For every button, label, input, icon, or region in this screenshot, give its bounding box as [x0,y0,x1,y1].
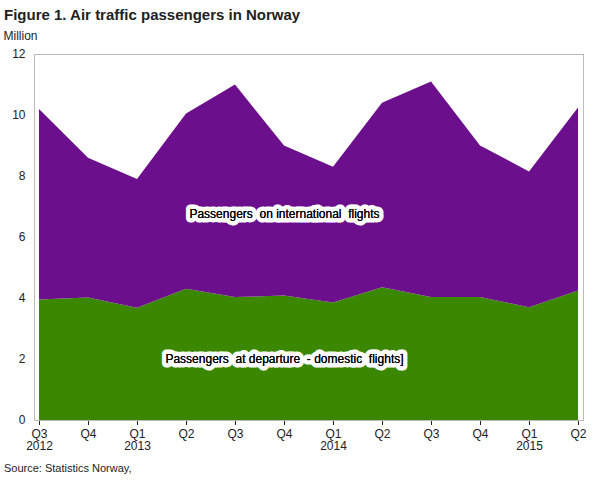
svg-text:Q12015: Q12015 [516,427,543,453]
svg-text:Q32012: Q32012 [26,427,53,453]
html-text:Source: Statistics Norway,: Source: Statistics Norway, [4,462,132,474]
svg-text:Passengers at departure - do: Passengers at departure - domestic fligh… [165,352,403,366]
svg-text:8: 8 [19,169,26,183]
svg-text:Q2: Q2 [570,427,586,441]
svg-text:Passengers at departure - do: Passengers at departure - domestic fligh… [165,352,403,366]
svg-text:Q4: Q4 [276,427,292,441]
svg-text:6: 6 [19,230,26,244]
svg-text:10: 10 [12,108,26,122]
svg-text:Q4: Q4 [80,427,96,441]
svg-text:0: 0 [19,413,26,427]
svg-text:Million: Million [4,29,38,43]
svg-text:Q12013: Q12013 [124,427,151,453]
svg-text:Q2: Q2 [178,427,194,441]
svg-text:4: 4 [19,291,26,305]
svg-text:Q12014: Q12014 [320,427,347,453]
svg-text:12: 12 [12,47,26,61]
svg-text:2: 2 [19,352,26,366]
svg-text:Passengers on international: Passengers on international flights [189,207,379,221]
svg-text:Q3: Q3 [423,427,439,441]
html-text:Figure 1. Air traffic passenge: Figure 1. Air traffic passengers in Norw… [4,6,301,23]
svg-text:Passengers on international: Passengers on international flights [189,207,379,221]
svg-text:Q2: Q2 [374,427,390,441]
svg-text:Q3: Q3 [227,427,243,441]
svg-text:Q4: Q4 [472,427,488,441]
